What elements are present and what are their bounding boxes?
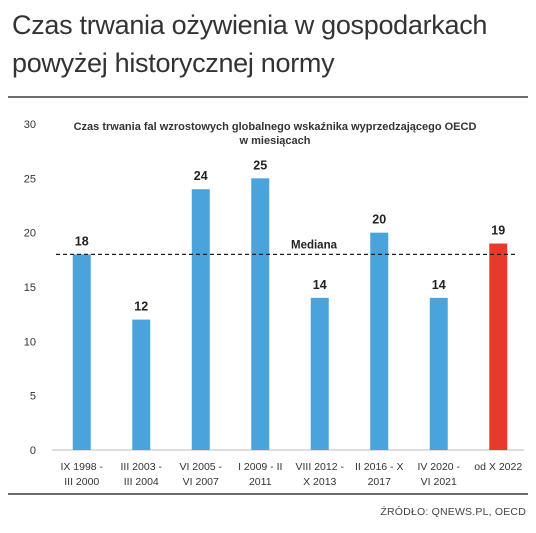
- x-tick-label: III 2004: [124, 476, 159, 488]
- x-tick-label: IV 2020 -: [417, 461, 460, 473]
- median-line: Mediana: [56, 239, 516, 255]
- chart-title-line-1: Czas trwania fal wzrostowych globalnego …: [74, 121, 477, 133]
- data-label: 19: [491, 224, 505, 238]
- data-labels: 18 12 24 25 14 20 14 19: [75, 158, 505, 313]
- y-axis: 0 5 10 15 20 25 30: [24, 119, 524, 457]
- data-label: 18: [75, 234, 89, 248]
- x-tick-label: 2017: [368, 476, 392, 488]
- y-tick-label: 25: [24, 173, 36, 185]
- data-label: 25: [253, 158, 267, 172]
- chart-title-line-2: w miesiącach: [239, 135, 311, 147]
- data-label: 14: [432, 278, 446, 292]
- y-tick-label: 10: [24, 336, 36, 348]
- x-tick-label: IX 1998 -: [60, 461, 103, 473]
- x-tick-label: X 2013: [303, 476, 336, 488]
- bar-chart: Czas trwania fal wzrostowych globalnego …: [24, 119, 524, 488]
- chart-title: Czas trwania fal wzrostowych globalnego …: [74, 121, 477, 147]
- headline-line-1: Czas trwania ożywienia w gospodarkach: [12, 10, 488, 40]
- y-tick-label: 5: [30, 391, 36, 403]
- x-tick-label: VIII 2012 -: [296, 461, 345, 473]
- source-note: ŹRÓDŁO: QNEWS.PL, OECD: [380, 506, 526, 518]
- bottom-divider: [8, 493, 528, 495]
- x-tick-label: VI 2005 -: [179, 461, 222, 473]
- bar: [132, 319, 151, 450]
- bar: [310, 297, 329, 450]
- data-label: 24: [194, 169, 208, 183]
- x-tick-label: VI 2007: [183, 476, 219, 488]
- headline: Czas trwania ożywienia w gospodarkach po…: [12, 6, 527, 82]
- x-tick-label: I 2009 - II: [238, 461, 282, 473]
- x-tick-label: II 2016 - X: [355, 461, 403, 473]
- x-tick-label: 2011: [249, 476, 272, 488]
- x-tick-label: od X 2022: [474, 461, 522, 473]
- bar: [370, 232, 389, 450]
- median-label: Mediana: [291, 239, 338, 251]
- x-axis: IX 1998 - III 2000 III 2003 - III 2004 VI 20…: [60, 461, 522, 488]
- bar: [72, 254, 91, 450]
- y-tick-label: 30: [24, 119, 36, 131]
- bar: [251, 178, 270, 450]
- data-label: 12: [134, 300, 148, 314]
- x-tick-label: VI 2021: [421, 476, 457, 488]
- x-tick-label: III 2000: [64, 476, 99, 488]
- top-divider: [8, 96, 528, 98]
- bar: [489, 243, 508, 450]
- data-label: 20: [372, 213, 386, 227]
- y-tick-label: 15: [24, 282, 36, 294]
- x-tick-label: III 2003 -: [121, 461, 163, 473]
- y-tick-label: 0: [30, 445, 36, 457]
- bar: [191, 189, 210, 450]
- bars: [72, 178, 508, 450]
- data-label: 14: [313, 278, 327, 292]
- bar: [429, 297, 448, 450]
- y-tick-label: 20: [24, 228, 36, 240]
- headline-line-2: powyżej historycznej normy: [12, 48, 335, 78]
